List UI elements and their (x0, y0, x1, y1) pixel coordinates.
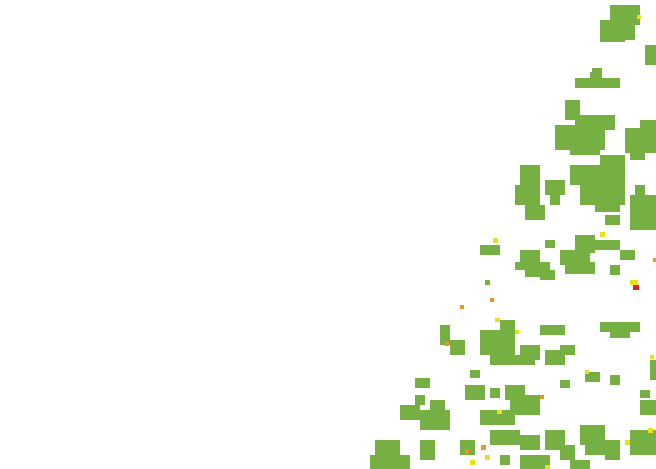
red-patch (633, 285, 639, 290)
green-patch (490, 355, 535, 365)
green-patch (485, 280, 490, 285)
green-patch (605, 215, 620, 225)
green-patch (560, 250, 590, 265)
green-patch (520, 250, 540, 265)
green-patch (540, 325, 565, 335)
green-patch (595, 200, 620, 212)
green-patch (520, 435, 540, 450)
green-patch (460, 440, 475, 455)
orange-patch (445, 342, 449, 346)
green-patch (490, 388, 500, 398)
yellow-patch (625, 440, 630, 445)
green-patch (545, 240, 555, 248)
green-patch (510, 395, 540, 415)
green-patch (610, 375, 620, 385)
green-patch (490, 430, 520, 445)
yellow-patch (650, 355, 654, 359)
green-patch (565, 262, 595, 274)
green-patch (575, 78, 620, 88)
orange-patch (540, 395, 544, 399)
green-patch (585, 372, 600, 382)
green-patch (560, 345, 575, 355)
green-patch (635, 185, 645, 195)
green-patch (465, 385, 485, 400)
green-patch (500, 455, 510, 465)
green-patch (430, 400, 445, 410)
yellow-patch (648, 428, 653, 433)
green-patch (605, 440, 620, 460)
green-patch (450, 340, 465, 355)
yellow-patch (493, 238, 498, 243)
yellow-patch (495, 318, 500, 322)
green-patch (520, 455, 550, 469)
green-patch (415, 395, 425, 405)
yellow-patch (637, 15, 641, 19)
green-patch (480, 245, 500, 255)
green-patch (625, 128, 656, 153)
green-patch (645, 45, 656, 65)
green-patch (480, 330, 515, 355)
green-patch (630, 150, 645, 160)
green-patch (640, 400, 656, 415)
green-patch (545, 180, 565, 195)
green-patch (590, 72, 602, 80)
green-patch (370, 455, 410, 469)
green-patch (640, 390, 650, 398)
orange-patch (490, 298, 494, 302)
green-patch (585, 445, 605, 455)
green-patch (620, 250, 635, 260)
yellow-patch (585, 370, 589, 374)
green-patch (640, 120, 656, 130)
green-patch (630, 195, 656, 230)
green-patch (420, 410, 450, 430)
yellow-patch (485, 455, 490, 460)
yellow-patch (630, 280, 638, 285)
green-patch (540, 270, 555, 280)
green-patch (625, 25, 635, 40)
yellow-patch (545, 465, 550, 469)
yellow-patch (470, 460, 475, 465)
green-patch (470, 370, 480, 378)
green-patch (415, 378, 430, 388)
orange-patch (481, 445, 486, 450)
green-patch (480, 410, 515, 425)
green-patch (570, 460, 590, 469)
green-patch (550, 195, 560, 205)
green-patch (630, 430, 656, 455)
green-patch (570, 145, 600, 155)
green-patch (595, 240, 620, 250)
green-patch (440, 325, 450, 345)
green-patch (610, 330, 630, 338)
green-patch (420, 440, 435, 460)
green-patch (575, 235, 595, 253)
green-patch (520, 165, 540, 185)
orange-patch (465, 450, 469, 454)
green-patch (560, 380, 570, 388)
orange-patch (653, 258, 656, 262)
green-patch (600, 20, 625, 42)
green-patch (600, 322, 640, 332)
green-patch (610, 265, 620, 275)
green-patch (500, 320, 515, 330)
yellow-patch (600, 232, 605, 237)
green-patch (400, 405, 420, 420)
green-patch (515, 262, 525, 270)
green-patch (650, 360, 656, 380)
green-patch (560, 445, 575, 460)
green-patch (515, 185, 540, 205)
yellow-patch (497, 410, 502, 414)
yellow-patch (515, 330, 519, 334)
green-patch (580, 425, 605, 445)
green-patch (520, 345, 540, 360)
orange-patch (460, 305, 464, 309)
green-patch (525, 205, 545, 220)
